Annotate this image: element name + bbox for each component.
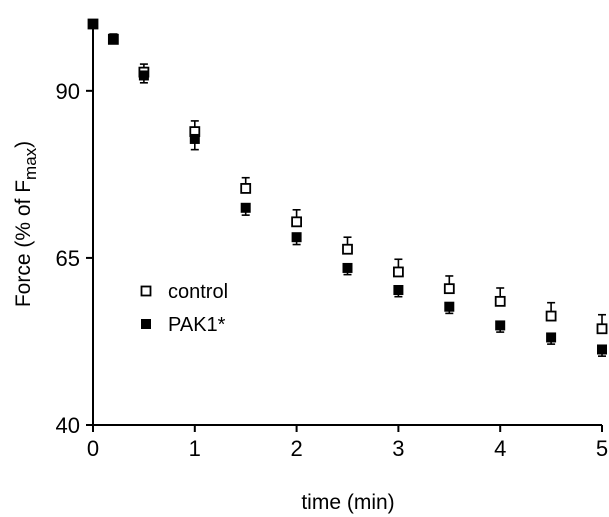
data-point-open-square — [596, 323, 608, 335]
x-tick-label: 2 — [290, 436, 302, 461]
data-point-filled-square — [342, 262, 353, 273]
y-tick-label: 40 — [56, 413, 80, 438]
data-point-open-square — [494, 295, 506, 307]
data-point-filled-square — [291, 232, 302, 243]
data-point-filled-square — [495, 320, 506, 331]
x-tick-label: 1 — [189, 436, 201, 461]
y-axis-label-subscript: max — [21, 147, 40, 180]
data-point-open-square — [443, 283, 455, 295]
data-point-filled-square — [546, 332, 557, 343]
data-point-filled-square — [138, 70, 149, 81]
data-point-filled-square — [240, 202, 251, 213]
y-axis-label-prefix: Force (% of F — [12, 180, 35, 307]
data-point-open-square — [392, 266, 404, 278]
data-point-open-square — [342, 243, 353, 255]
data-point-filled-square — [108, 33, 119, 44]
x-tick-label: 5 — [596, 436, 608, 461]
legend-marker-filled-square — [141, 319, 151, 329]
data-point-open-square — [545, 310, 557, 322]
data-point-filled-square — [393, 284, 404, 295]
legend-label: control — [168, 281, 228, 303]
data-point-filled-square — [88, 19, 98, 29]
data-point-open-square — [240, 183, 252, 194]
data-point-filled-square — [444, 301, 455, 312]
x-tick-label: 3 — [392, 436, 404, 461]
data-point-filled-square — [597, 344, 607, 355]
data-point-open-square — [291, 216, 303, 228]
series-0 — [87, 18, 608, 335]
x-tick-label: 4 — [494, 436, 506, 461]
y-axis-label-suffix: ) — [12, 141, 35, 148]
y-tick-label: 65 — [56, 246, 80, 271]
y-tick-label: 90 — [56, 79, 80, 104]
x-axis-label: time (min) — [301, 491, 394, 514]
axes — [92, 20, 602, 426]
series-1 — [88, 19, 607, 357]
data-point-filled-square — [189, 133, 200, 144]
series-layer — [87, 18, 608, 357]
legend-marker-open-square — [140, 285, 152, 297]
x-tick-label: 0 — [87, 436, 99, 461]
legend: control PAK1* — [140, 281, 228, 336]
legend-label: PAK1* — [168, 314, 226, 336]
tick-group: 0 1 2 3 4 5 40 65 90 — [56, 79, 609, 461]
y-axis-label: Force (% of Fmax) — [12, 141, 40, 307]
